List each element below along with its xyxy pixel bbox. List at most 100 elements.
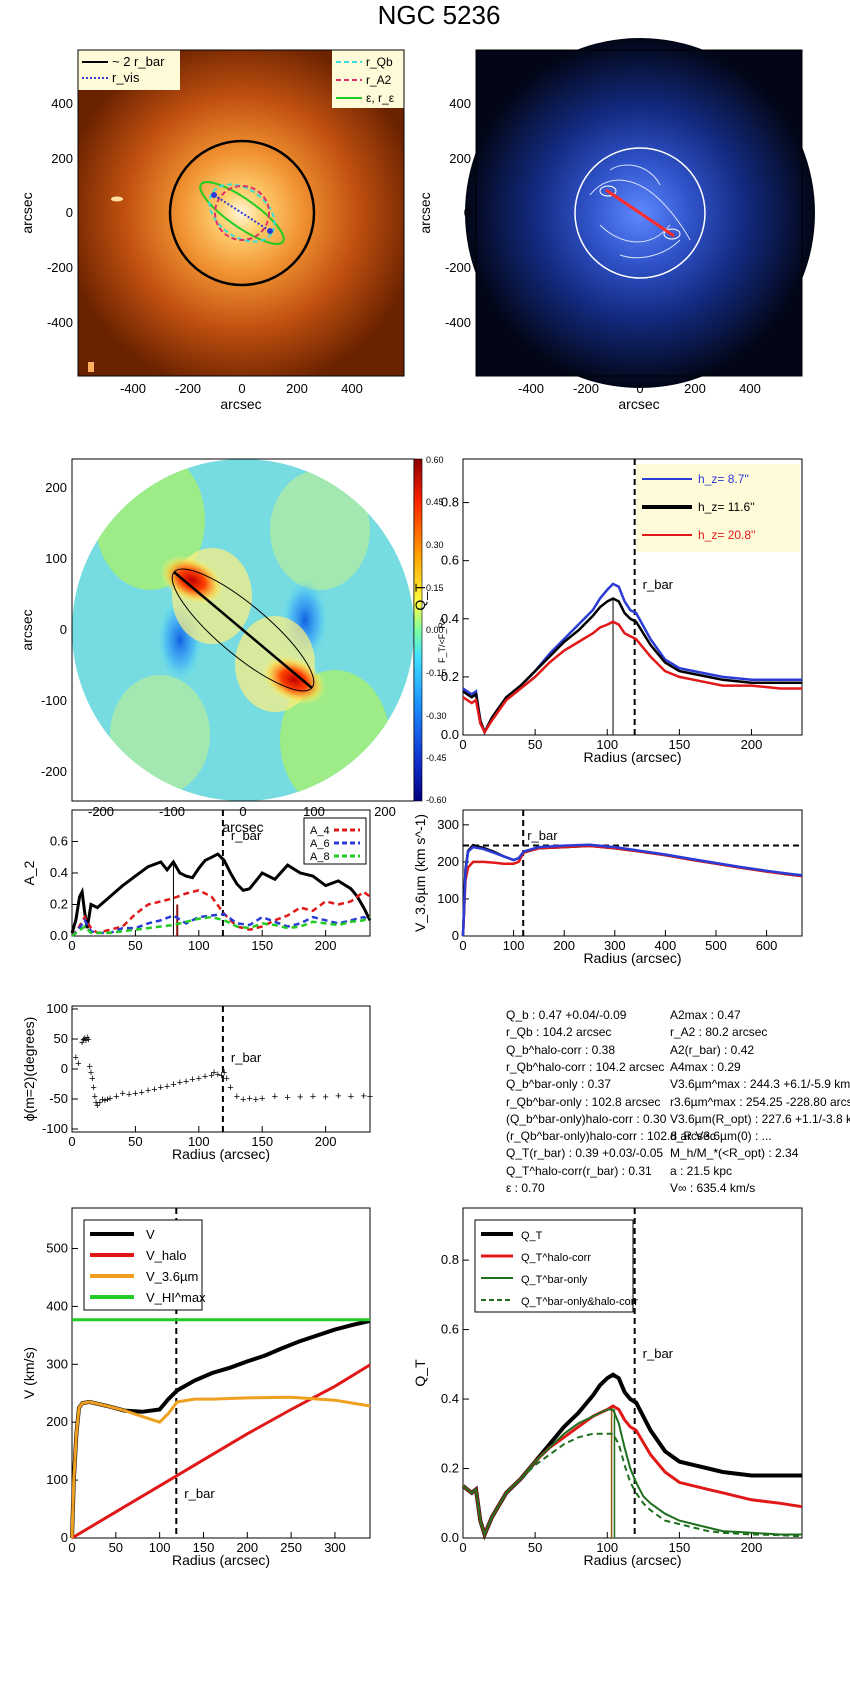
y-axis-label: V (km/s) — [21, 1347, 37, 1399]
x-axis-label: Radius (arcsec) — [583, 950, 681, 966]
param-left: Q_b : 0.47 +0.04/-0.09 — [506, 1008, 627, 1022]
x-tick: -400 — [518, 381, 544, 396]
y-tick-label: 0.8 — [441, 495, 459, 510]
phase-point: + — [75, 1058, 81, 1070]
phase-point: + — [81, 1033, 87, 1045]
y-tick-label: 0.6 — [441, 553, 459, 568]
cbar-tick: 0.45 — [426, 497, 444, 507]
x-tick-label: 500 — [705, 938, 727, 953]
legend-rqb: r_Qb — [366, 55, 393, 69]
phase-point: + — [240, 1094, 246, 1106]
y-tick-label: 200 — [46, 1414, 68, 1429]
legend-label: A_6 — [310, 838, 330, 850]
x-tick: -100 — [159, 804, 185, 819]
param-left: r_Qb^halo-corr : 104.2 arcsec — [506, 1059, 665, 1074]
y-tick-label: 0.2 — [50, 897, 68, 912]
x-tick-label: 50 — [128, 1134, 142, 1149]
cbar-tick: 0.60 — [426, 455, 444, 465]
legend-label: Q_T^halo-corr — [521, 1252, 591, 1264]
x-tick-label: 250 — [280, 1540, 302, 1555]
param-right: V3.6µm^max : 244.3 +6.1/-5.9 km/s — [670, 1077, 850, 1092]
param-left: Q_T(r_bar) : 0.39 +0.03/-0.05 — [506, 1146, 664, 1161]
legend-label: Q_T^bar-only&halo-corr — [521, 1296, 638, 1308]
x-tick: 0 — [636, 381, 643, 396]
phase-point: + — [202, 1071, 208, 1083]
phase-point: + — [189, 1074, 195, 1086]
phase-point: + — [79, 1037, 85, 1049]
vrot-line-blue — [461, 843, 803, 937]
param-right: d_R V3.6µm(0) : ... — [670, 1129, 772, 1144]
phase-point: + — [360, 1090, 366, 1102]
colorbar — [413, 458, 423, 802]
rbar-label: r_bar — [184, 1486, 215, 1501]
rbar-label: r_bar — [231, 828, 262, 843]
x-tick-label: 150 — [251, 938, 273, 953]
x-axis-label: Radius (arcsec) — [172, 1552, 270, 1568]
param-left: r_Qb : 104.2 arcsec — [506, 1025, 612, 1040]
phase-point: + — [92, 1091, 98, 1103]
y-tick-label: 0.4 — [441, 611, 459, 626]
x-tick-label: 100 — [596, 737, 618, 752]
x-tick: 200 — [374, 804, 396, 819]
plot-frame — [71, 1207, 371, 1539]
y-tick-label: 50 — [54, 1031, 68, 1046]
amp-line-green — [71, 915, 371, 938]
y-tick-label: 0 — [61, 1061, 68, 1076]
legend: h_z= 8.7'' h_z= 11.6'' h_z= 20.8'' — [636, 464, 800, 552]
param-left: Q_b^halo-corr : 0.38 — [506, 1042, 616, 1057]
x-tick-label: 200 — [553, 938, 575, 953]
param-left: r_Qb^bar-only : 102.8 arcsec — [506, 1094, 661, 1109]
vel-line-black — [70, 1318, 371, 1539]
x-axis-label: arcsec — [220, 396, 261, 412]
legend-left — [78, 50, 180, 90]
y-tick-label: -100 — [42, 1121, 68, 1136]
param-right: V∞ : 635.4 km/s — [670, 1181, 756, 1195]
x-tick-label: 0 — [68, 1134, 75, 1149]
x-tick-label: 100 — [596, 1540, 618, 1555]
y-tick: 0 — [66, 205, 73, 220]
y-axis-label: A_2 — [21, 860, 37, 885]
rbar-label: r_bar — [231, 1050, 262, 1065]
param-right: r3.6µm^max : 254.25 -228.80 arcsec — [670, 1094, 850, 1109]
x-tick: 400 — [341, 381, 363, 396]
qtc-line-3 — [462, 1432, 803, 1538]
phase-point: + — [83, 1035, 89, 1047]
force-max-positive — [159, 555, 225, 605]
y-tick: -200 — [41, 764, 67, 779]
phase-point: + — [272, 1091, 278, 1103]
phase-point: + — [223, 1073, 229, 1085]
phase-point: + — [164, 1081, 170, 1093]
x-tick-label: 150 — [669, 737, 691, 752]
x-axis-label: Radius (arcsec) — [583, 749, 681, 765]
bar-major-axis — [173, 571, 313, 689]
x-tick-label: 0 — [68, 1540, 75, 1555]
x-tick-label: 0 — [459, 737, 466, 752]
legend: A_4A_6A_8 — [303, 817, 367, 865]
phase-point: + — [94, 1100, 100, 1112]
x-tick: -200 — [175, 381, 201, 396]
phase-point: + — [259, 1093, 265, 1105]
phase-point: + — [93, 1097, 99, 1109]
x-tick-label: 200 — [236, 1540, 258, 1555]
phase-point: + — [139, 1087, 145, 1099]
y-tick: 400 — [449, 96, 471, 111]
phase-point: + — [297, 1092, 303, 1104]
x-tick-label: 0 — [459, 938, 466, 953]
phase-point: + — [87, 1061, 93, 1073]
y-tick: 200 — [449, 151, 471, 166]
amp-line-black — [70, 852, 372, 934]
x-tick-label: 50 — [528, 1540, 542, 1555]
legend-2rbar: ~ 2 r_bar — [112, 54, 165, 69]
phase-point: + — [367, 1091, 373, 1103]
plot-frame — [462, 458, 803, 736]
legend-label: A_8 — [310, 851, 330, 863]
phase-point: + — [253, 1094, 259, 1106]
x-tick-label: 0 — [68, 938, 75, 953]
y-tick-label: 0.0 — [441, 1530, 459, 1545]
phase-point: + — [120, 1088, 126, 1100]
x-tick-label: 0 — [459, 1540, 466, 1555]
y-axis-label: ϕ(m=2)(degrees) — [21, 1017, 37, 1122]
panel-image-orange: ~ 2 r_bar r_vis r_Qb r_A2 ε, r_ε -400 -2… — [19, 49, 405, 412]
phase-point: + — [132, 1088, 138, 1100]
